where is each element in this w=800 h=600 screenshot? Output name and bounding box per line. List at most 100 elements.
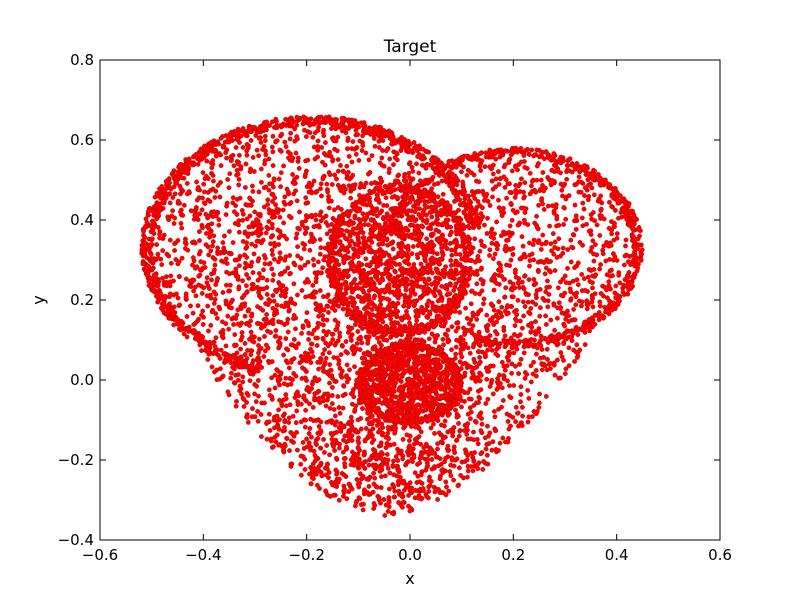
scatter-point — [506, 383, 512, 388]
scatter-point — [564, 176, 570, 182]
scatter-point — [379, 162, 385, 168]
scatter-point — [523, 148, 528, 153]
scatter-point — [499, 304, 505, 310]
scatter-point — [269, 208, 275, 214]
scatter-point — [326, 475, 331, 480]
scatter-point — [357, 138, 363, 144]
scatter-point — [280, 428, 286, 434]
scatter-point — [480, 188, 486, 194]
scatter-point — [533, 329, 538, 334]
scatter-point — [636, 227, 641, 232]
scatter-point — [320, 365, 326, 370]
scatter-point — [505, 418, 511, 424]
scatter-point — [282, 139, 288, 145]
scatter-point — [242, 340, 248, 346]
scatter-point — [226, 326, 232, 332]
scatter-point — [487, 147, 493, 153]
scatter-point — [311, 327, 317, 333]
scatter-point — [343, 339, 349, 344]
scatter-point — [347, 367, 352, 373]
scatter-point — [181, 202, 187, 208]
scatter-point — [515, 222, 521, 228]
scatter-point — [502, 333, 508, 339]
scatter-point — [424, 162, 430, 167]
scatter-point — [514, 209, 520, 215]
scatter-point — [277, 382, 282, 388]
scatter-point — [575, 282, 581, 288]
scatter-point — [216, 353, 221, 358]
scatter-point — [612, 187, 617, 193]
scatter-point — [203, 345, 209, 351]
scatter-point — [429, 214, 435, 220]
scatter-point — [510, 294, 516, 300]
scatter-point — [468, 206, 474, 212]
scatter-point — [204, 275, 210, 281]
scatter-point — [290, 172, 295, 177]
scatter-point — [225, 313, 231, 319]
scatter-point — [316, 224, 322, 230]
scatter-point — [242, 352, 248, 357]
scatter-point — [242, 265, 248, 271]
scatter-point — [545, 356, 550, 362]
scatter-point — [389, 141, 394, 147]
scatter-point — [416, 211, 422, 217]
scatter-point — [369, 440, 375, 445]
scatter-point — [170, 208, 176, 214]
scatter-point — [283, 336, 289, 341]
scatter-point — [266, 156, 272, 162]
scatter-point — [582, 193, 587, 199]
scatter-point — [197, 335, 203, 341]
scatter-point — [212, 194, 218, 200]
scatter-point — [241, 292, 247, 298]
scatter-point — [252, 382, 258, 387]
scatter-point — [527, 263, 532, 269]
scatter-point — [215, 245, 221, 251]
scatter-point — [244, 272, 250, 277]
scatter-point — [545, 298, 551, 304]
scatter-point — [243, 364, 249, 370]
scatter-point — [554, 223, 559, 229]
scatter-point — [354, 144, 360, 150]
scatter-point — [522, 370, 528, 375]
scatter-point — [171, 311, 177, 317]
scatter-point — [597, 303, 603, 309]
scatter-point — [265, 202, 271, 207]
scatter-point — [542, 271, 548, 277]
scatter-point — [551, 210, 557, 216]
scatter-point — [215, 210, 221, 216]
scatter-point — [228, 375, 234, 381]
scatter-point — [562, 290, 568, 296]
scatter-point — [294, 408, 300, 414]
scatter-point — [591, 192, 597, 198]
scatter-point — [326, 205, 332, 211]
scatter-point — [515, 340, 521, 346]
scatter-point — [485, 152, 491, 158]
scatter-point — [613, 207, 618, 213]
scatter-point — [465, 345, 471, 351]
scatter-point — [558, 306, 563, 311]
scatter-point — [563, 280, 569, 285]
scatter-point — [485, 347, 490, 353]
scatter-point — [251, 169, 257, 174]
scatter-point — [573, 226, 579, 232]
scatter-point — [470, 323, 476, 329]
scatter-point — [270, 149, 276, 155]
scatter-point — [437, 167, 443, 173]
scatter-point — [237, 140, 242, 145]
scatter-point — [240, 238, 246, 244]
scatter-point — [612, 254, 618, 260]
scatter-point — [324, 181, 330, 187]
scatter-point — [238, 346, 244, 352]
scatter-point — [234, 167, 240, 173]
scatter-point — [567, 156, 573, 162]
scatter-point — [306, 337, 311, 342]
scatter-point — [231, 322, 237, 327]
scatter-point — [464, 457, 470, 463]
scatter-point — [348, 334, 354, 340]
scatter-point — [190, 310, 196, 316]
scatter-point — [558, 350, 564, 355]
scatter-point — [462, 370, 468, 376]
scatter-point — [250, 406, 255, 411]
scatter-point — [248, 138, 254, 143]
